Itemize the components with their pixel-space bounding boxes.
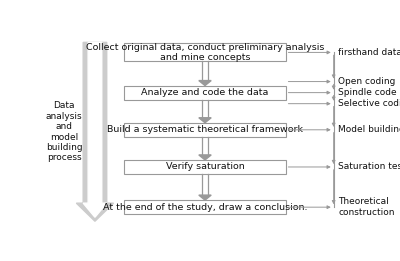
FancyBboxPatch shape (124, 160, 286, 174)
Text: Verify saturation: Verify saturation (166, 163, 244, 171)
Text: Analyze and code the data: Analyze and code the data (141, 88, 269, 97)
Text: Saturation test: Saturation test (338, 163, 400, 171)
Polygon shape (199, 81, 211, 86)
Polygon shape (76, 42, 114, 221)
Text: Selective coding: Selective coding (338, 99, 400, 108)
Text: Collect original data, conduct preliminary analysis
and mine concepts: Collect original data, conduct prelimina… (86, 43, 324, 62)
Polygon shape (199, 118, 211, 123)
Text: Data
analysis
and
model
building
process: Data analysis and model building process (46, 101, 82, 162)
FancyBboxPatch shape (124, 43, 286, 62)
Text: firsthand data: firsthand data (338, 48, 400, 57)
Text: Build a systematic theoretical framework: Build a systematic theoretical framework (107, 125, 303, 134)
Text: Theoretical
construction: Theoretical construction (338, 198, 395, 217)
Text: Open coding: Open coding (338, 77, 396, 86)
FancyBboxPatch shape (124, 123, 286, 137)
FancyBboxPatch shape (124, 200, 286, 214)
FancyBboxPatch shape (124, 86, 286, 100)
Polygon shape (199, 195, 211, 200)
Text: Model building: Model building (338, 125, 400, 134)
Polygon shape (199, 155, 211, 160)
Text: At the end of the study, draw a conclusion.: At the end of the study, draw a conclusi… (103, 203, 307, 212)
Text: Spindle code: Spindle code (338, 88, 397, 97)
Polygon shape (83, 42, 107, 217)
